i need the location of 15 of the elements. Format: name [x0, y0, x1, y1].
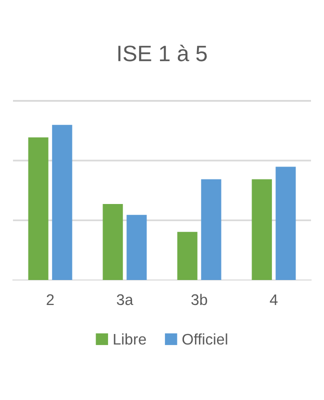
x-tick-label: 3a: [116, 294, 134, 306]
bar: [177, 232, 198, 280]
bar: [252, 179, 272, 280]
x-tick-label: 4: [270, 294, 278, 305]
bar: [201, 179, 222, 280]
bar: [102, 204, 123, 280]
bar: [28, 137, 48, 280]
legend-label: Officiel: [182, 333, 228, 345]
chart-title: ISE 1 à 5: [118, 44, 207, 62]
x-tick-label: 2: [46, 294, 54, 305]
bar: [52, 124, 72, 280]
legend-label: Libre: [114, 333, 146, 345]
bar: [276, 166, 296, 280]
bar: [126, 214, 147, 280]
x-tick-label: 3b: [191, 294, 208, 306]
